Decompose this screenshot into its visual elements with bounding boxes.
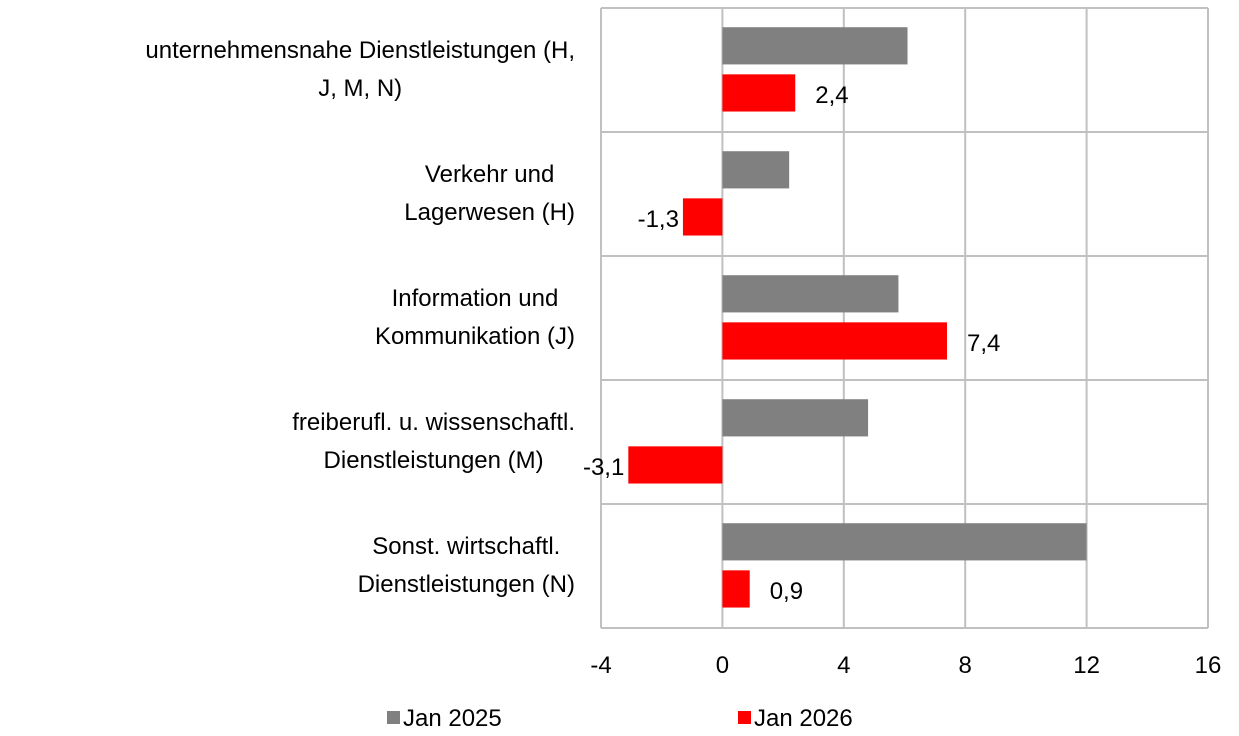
x-tick-label: -4	[590, 652, 611, 679]
data-label: 2,4	[815, 82, 848, 109]
bar	[682, 198, 723, 236]
x-tick-label: 16	[1195, 652, 1222, 679]
y-tick-label: Information und	[392, 285, 559, 312]
x-tick-label: 4	[837, 652, 850, 679]
y-tick-label: freiberufl. u. wissenschaftl.	[292, 409, 575, 436]
y-tick-label: J, M, N)	[318, 75, 402, 102]
bar	[722, 570, 750, 608]
data-label: 7,4	[967, 330, 1000, 357]
y-tick-label: Sonst. wirtschaftl.	[372, 533, 560, 560]
x-tick-label: 0	[716, 652, 729, 679]
bar	[722, 523, 1087, 561]
bar	[722, 399, 869, 437]
y-tick-label: Kommunikation (J)	[375, 323, 575, 350]
legend-swatch	[387, 711, 400, 724]
x-tick-label: 8	[959, 652, 972, 679]
y-tick-label: unternehmensnahe Dienstleistungen (H,	[145, 37, 575, 64]
y-tick-label: Dienstleistungen (M)	[324, 447, 544, 474]
legend-label: Jan 2026	[754, 705, 853, 732]
x-tick-label: 12	[1073, 652, 1100, 679]
bar	[722, 322, 947, 360]
data-label: -3,1	[583, 454, 624, 481]
y-tick-label: Dienstleistungen (N)	[358, 571, 575, 598]
legend-swatch	[738, 711, 751, 724]
bar	[722, 27, 908, 65]
data-label: 0,9	[770, 578, 803, 605]
data-label: -1,3	[638, 206, 679, 233]
bar	[628, 446, 723, 484]
bar	[722, 151, 790, 189]
bar	[722, 275, 899, 313]
y-tick-label: Lagerwesen (H)	[404, 199, 575, 226]
legend-label: Jan 2025	[403, 705, 502, 732]
bar	[722, 74, 796, 112]
y-tick-label: Verkehr und	[425, 161, 554, 188]
